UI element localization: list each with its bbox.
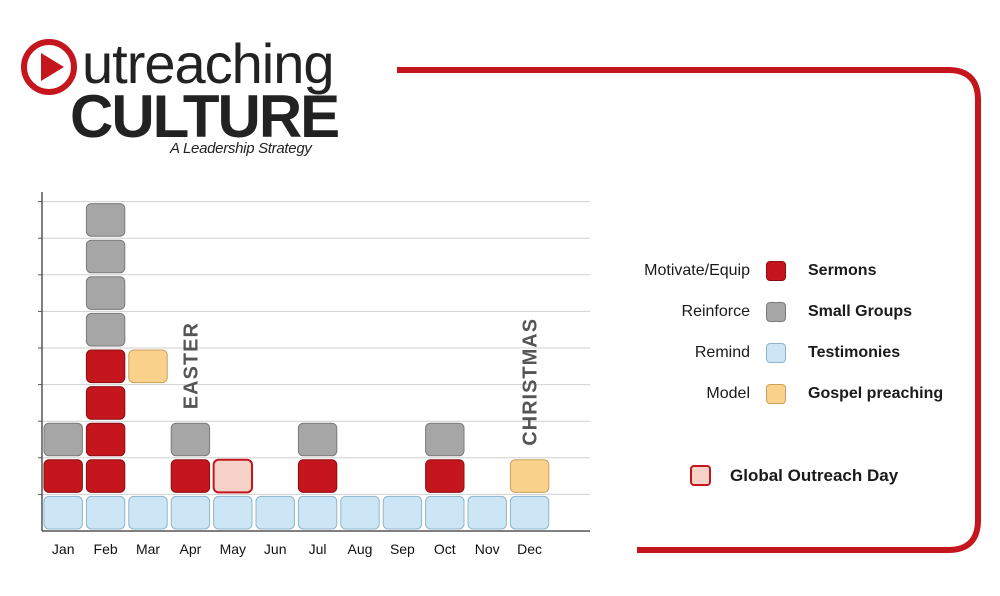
chart-blocks (43, 203, 550, 530)
month-label-aug: Aug (348, 541, 373, 557)
block-testimonies-jun (255, 495, 295, 530)
block-testimonies-apr (170, 495, 211, 530)
legend-item-global-outreach-day: Global Outreach Day (690, 464, 950, 490)
month-label-sep: Sep (390, 541, 415, 557)
chart-axes (41, 192, 590, 532)
legend-item-gospel-preaching: Model Gospel preaching (600, 381, 980, 411)
block-sermons-feb (85, 386, 126, 420)
block-sermons-jul (297, 459, 338, 493)
legend: Motivate/Equip Sermons Reinforce Small G… (600, 258, 980, 498)
block-testimonies-dec (509, 495, 550, 530)
month-label-mar: Mar (136, 541, 160, 557)
block-small-groups-feb (85, 239, 126, 274)
block-small-groups-feb (85, 276, 126, 310)
legend-name: Global Outreach Day (730, 466, 899, 485)
month-label-feb: Feb (94, 541, 118, 557)
legend-name: Small Groups (808, 303, 913, 320)
legend-item-sermons: Motivate/Equip Sermons (600, 258, 980, 288)
block-sermons-feb (85, 349, 126, 384)
month-label-oct: Oct (434, 541, 456, 557)
block-sermons-feb (85, 459, 126, 493)
legend-item-small-groups: Reinforce Small Groups (600, 299, 980, 329)
block-testimonies-jan (43, 495, 83, 530)
block-testimonies-sep (382, 495, 423, 530)
month-label-nov: Nov (475, 541, 500, 557)
stacked-block-chart: Jan Feb Mar Apr May Jun Jul Aug Sep Oct Nov Dec EAS… (38, 192, 590, 557)
block-gospel-preaching-dec (509, 459, 550, 493)
block-testimonies-oct (425, 495, 465, 530)
block-testimonies-mar (128, 495, 168, 530)
legend-swatch-sermons (766, 261, 786, 281)
block-small-groups-feb (85, 312, 126, 347)
logo: utreaching CULTURE A Leadership Strategy (20, 32, 380, 167)
month-labels: Jan Feb Mar Apr May Jun Jul Aug Sep Oct Nov Dec (52, 541, 542, 557)
block-sermons-feb (85, 422, 126, 457)
block-small-groups-oct (425, 422, 465, 457)
block-testimonies-feb (85, 495, 126, 530)
legend-role: Model (706, 385, 750, 402)
annotation-easter: EASTER (180, 322, 202, 409)
legend-role: Motivate/Equip (644, 262, 750, 279)
annotation-christmas: CHRISTMAS (520, 318, 542, 446)
logo-tagline: A Leadership Strategy (170, 140, 312, 157)
legend-swatch-gospel-preaching (766, 384, 786, 404)
block-gospel-preaching-mar (128, 349, 168, 384)
logo-word-outreaching: utreaching (82, 32, 335, 95)
legend-item-testimonies: Remind Testimonies (600, 340, 980, 370)
month-label-dec: Dec (517, 541, 542, 557)
month-label-jul: Jul (309, 541, 327, 557)
block-testimonies-aug (340, 495, 380, 530)
block-testimonies-nov (467, 495, 507, 530)
block-global-outreach-day-may (212, 458, 254, 494)
block-testimonies-may (213, 495, 253, 530)
legend-name: Testimonies (808, 344, 901, 361)
month-label-apr: Apr (180, 541, 202, 557)
play-circle-icon (21, 39, 77, 95)
legend-swatch-testimonies (766, 343, 786, 363)
legend-role: Remind (694, 344, 750, 361)
legend-name: Sermons (808, 262, 877, 279)
block-testimonies-jul (297, 495, 338, 530)
month-label-jan: Jan (52, 541, 75, 557)
block-sermons-oct (425, 459, 465, 493)
legend-swatch-global-outreach-day (690, 465, 711, 486)
block-sermons-apr (170, 459, 211, 493)
block-sermons-jan (43, 459, 83, 493)
block-small-groups-jul (297, 422, 338, 457)
block-small-groups-feb (85, 203, 126, 237)
legend-swatch-small-groups (766, 302, 786, 322)
chart-annotations: EASTER CHRISTMAS (180, 318, 541, 446)
block-small-groups-apr (170, 422, 211, 457)
block-small-groups-jan (43, 422, 83, 457)
logo-word-culture: CULTURE (70, 83, 340, 150)
month-label-jun: Jun (264, 541, 287, 557)
legend-name: Gospel preaching (808, 385, 944, 402)
legend-role: Reinforce (681, 303, 750, 320)
month-label-may: May (220, 541, 246, 557)
